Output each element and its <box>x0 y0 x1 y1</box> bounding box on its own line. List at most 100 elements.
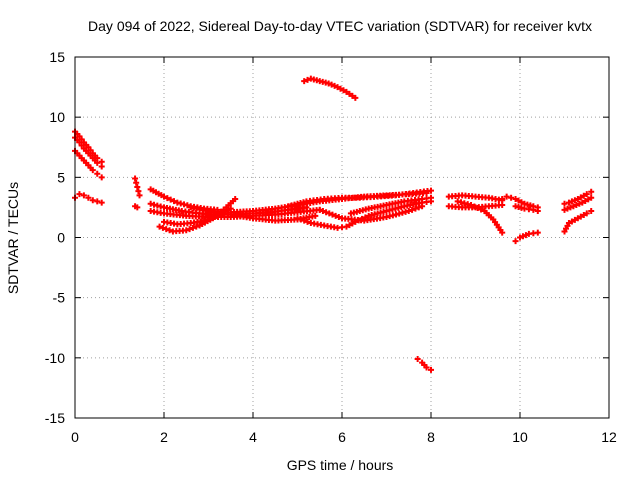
data-point <box>94 159 101 166</box>
data-point <box>98 199 105 206</box>
y-tick-label: 10 <box>49 109 65 125</box>
data-point <box>89 167 96 174</box>
data-point-interpolated <box>135 188 142 195</box>
data-point-interpolated <box>319 208 326 215</box>
data-point-interpolated <box>409 206 416 213</box>
data-point <box>428 187 434 194</box>
data-point <box>76 139 83 146</box>
data-point <box>352 94 359 101</box>
data-point <box>312 212 319 219</box>
plot-frame <box>74 56 610 419</box>
data-point-interpolated <box>167 196 174 203</box>
data-point <box>98 163 105 170</box>
data-point <box>136 192 143 199</box>
data-point <box>80 192 87 199</box>
data-point <box>156 223 163 230</box>
data-point <box>530 206 537 213</box>
data-point <box>534 229 541 236</box>
y-tick-label: -15 <box>45 410 65 426</box>
data-point <box>512 238 519 245</box>
data-point <box>132 175 139 182</box>
data-point <box>428 194 434 201</box>
y-tick-label: -10 <box>45 350 65 366</box>
y-tick-label: -5 <box>53 290 66 306</box>
data-point <box>588 208 595 215</box>
series-arc-29 <box>561 208 595 235</box>
data-point <box>499 229 506 236</box>
data-point <box>201 217 208 224</box>
y-axis-title: SDTVAR / TECUs <box>5 182 21 294</box>
y-tick-label: 0 <box>57 230 65 246</box>
x-tick-label: 0 <box>71 429 79 445</box>
series-arc-8 <box>147 200 310 218</box>
chart-title: Day 094 of 2022, Sidereal Day-to-day VTE… <box>88 18 592 34</box>
x-tick-label: 4 <box>249 429 257 445</box>
data-point <box>183 227 190 234</box>
series-arc-6 <box>132 203 141 211</box>
y-tick-label: 5 <box>57 169 65 185</box>
series-arc-28 <box>561 194 595 213</box>
series-arc-27 <box>561 188 595 207</box>
data-point <box>588 188 595 195</box>
data-point-interpolated <box>193 223 200 230</box>
axis-ticks: 0 2 4 6 8 10 12 -15 -10 -5 0 5 10 15 <box>45 49 617 445</box>
series-arc-16 <box>316 203 426 224</box>
data-point-interpolated <box>332 212 339 219</box>
data-point <box>508 194 515 201</box>
x-tick-label: 12 <box>601 429 617 445</box>
data-point-interpolated <box>171 198 178 205</box>
data-point-interpolated <box>133 179 140 186</box>
data-point <box>583 210 590 217</box>
data-point <box>294 215 301 222</box>
data-point <box>499 202 506 209</box>
x-axis-title: GPS time / hours <box>287 457 394 473</box>
data-point-interpolated <box>304 218 311 225</box>
data-point-interpolated <box>323 209 330 216</box>
data-point-interpolated <box>415 204 422 211</box>
data-point <box>405 208 412 215</box>
data-point-interpolated <box>304 76 311 83</box>
data-point <box>76 191 83 198</box>
data-point <box>98 174 105 181</box>
data-point <box>134 183 141 190</box>
data-point <box>419 203 426 210</box>
x-tick-label: 6 <box>338 429 346 445</box>
data-point <box>561 200 568 207</box>
data-point-interpolated <box>297 216 304 223</box>
series-arc-15 <box>294 198 434 231</box>
series-arc-22 <box>454 198 506 236</box>
series-arc-4 <box>72 191 105 206</box>
y-tick-label: 15 <box>49 49 65 65</box>
data-point <box>499 195 506 202</box>
data-points <box>72 75 595 373</box>
series-arc-12 <box>187 204 319 224</box>
series-arc-5 <box>132 175 143 199</box>
data-point-interpolated <box>474 205 481 212</box>
data-point <box>414 356 421 363</box>
data-point-interpolated <box>164 195 171 202</box>
data-point <box>89 197 96 204</box>
series-arc-2 <box>72 134 105 170</box>
data-point <box>94 198 101 205</box>
data-point-interpolated <box>163 226 170 233</box>
data-point <box>85 144 92 151</box>
data-point-interpolated <box>412 205 419 212</box>
series-arc-26 <box>512 203 541 215</box>
series-arc-23 <box>499 193 515 202</box>
x-tick-label: 8 <box>427 429 435 445</box>
data-point <box>232 195 239 202</box>
data-point <box>301 78 308 85</box>
data-point-interpolated <box>478 206 485 213</box>
series-arc-18 <box>301 75 359 101</box>
data-point <box>428 366 434 373</box>
data-point <box>94 170 101 177</box>
data-point <box>76 133 83 140</box>
series-arc-14 <box>285 187 434 210</box>
data-point-interpolated <box>159 224 166 231</box>
data-point-interpolated <box>207 215 214 222</box>
data-point <box>134 204 141 211</box>
data-point <box>588 194 595 201</box>
data-point <box>534 208 541 215</box>
